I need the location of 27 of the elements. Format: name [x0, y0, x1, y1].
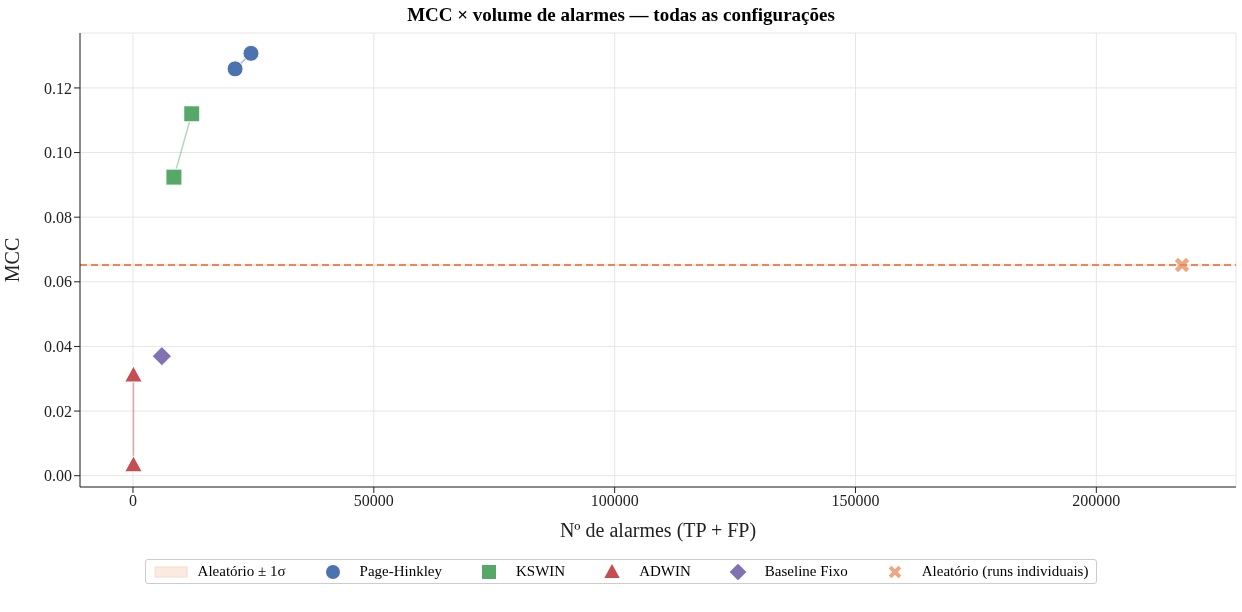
legend-label: Aleatório ± 1σ	[197, 563, 286, 580]
point	[1174, 257, 1190, 273]
y-axis-title: MCC	[1, 237, 24, 283]
legend-label: Page-Hinkley	[359, 563, 443, 580]
x-axis-title: Nº de alarmes (TP + FP)	[559, 519, 757, 542]
x-tick-label: 0	[128, 492, 137, 510]
y-tick-label: 0.00	[44, 467, 72, 485]
x-tick-label: 100000	[590, 492, 639, 510]
x-tick-label: 200000	[1072, 492, 1121, 510]
point	[242, 44, 260, 62]
y-tick-label: 0.10	[44, 144, 72, 162]
x-tick-label: 50000	[353, 492, 394, 510]
legend-label: KSWIN	[516, 563, 566, 580]
chart-title: MCC × volume de alarmes — todas as configurações	[406, 3, 836, 27]
y-tick-label: 0.08	[44, 208, 72, 226]
y-tick-label: 0.12	[44, 79, 72, 97]
y-tick-label: 0.06	[44, 273, 72, 291]
point	[165, 168, 183, 186]
point	[183, 105, 201, 123]
point	[151, 346, 172, 367]
point	[226, 60, 244, 78]
x-tick-label: 150000	[831, 492, 880, 510]
legend-label: ADWIN	[639, 563, 691, 580]
legend-label: Baseline Fixo	[764, 563, 848, 580]
y-tick-label: 0.02	[44, 402, 72, 420]
y-tick-label: 0.04	[44, 338, 72, 356]
legend-label: Aleatório (runs individuais)	[921, 563, 1089, 580]
